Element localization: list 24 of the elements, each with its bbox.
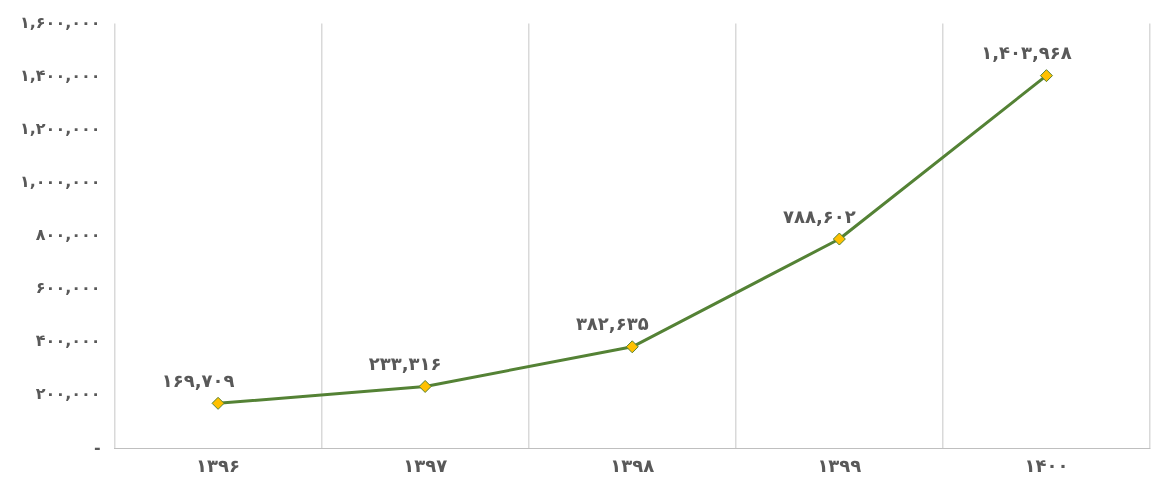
y-tick-label: ۴۰۰,۰۰۰ [35,331,101,351]
point [211,396,225,410]
data-label: ۱۶۹,۷۰۹ [161,370,235,392]
y-tick-label: ۱,۲۰۰,۰۰۰ [20,118,101,138]
point [625,340,639,354]
x-tick-label: ۱۳۹۶ [196,454,241,476]
x-tick-label: ۱۳۹۹ [817,454,862,476]
data-label: ۷۸۸,۶۰۲ [782,205,856,227]
data-label: ۱,۴۰۳,۹۶۸ [981,42,1072,64]
y-tick-label: ۲۰۰,۰۰۰ [35,384,101,404]
x-tick-label: ۱۴۰۰ [1024,454,1069,476]
x-tick-label: ۱۳۹۸ [610,454,655,476]
y-tick-label: ۸۰۰,۰۰۰ [35,225,101,245]
y-tick-label: ۶۰۰,۰۰۰ [35,278,101,298]
data-label: ۳۸۲,۶۳۵ [575,313,649,335]
x-tick-label: ۱۳۹۷ [403,454,448,476]
y-tick-label: ۱,۴۰۰,۰۰۰ [20,65,101,85]
y-tick-label: ۱,۰۰۰,۰۰۰ [20,172,101,192]
data-label: ۲۳۳,۳۱۶ [368,353,442,375]
point [832,232,846,246]
y-tick-label: ۱,۶۰۰,۰۰۰ [20,12,101,32]
point [1039,69,1053,83]
point [418,379,432,393]
y-tick-label: - [93,437,101,457]
